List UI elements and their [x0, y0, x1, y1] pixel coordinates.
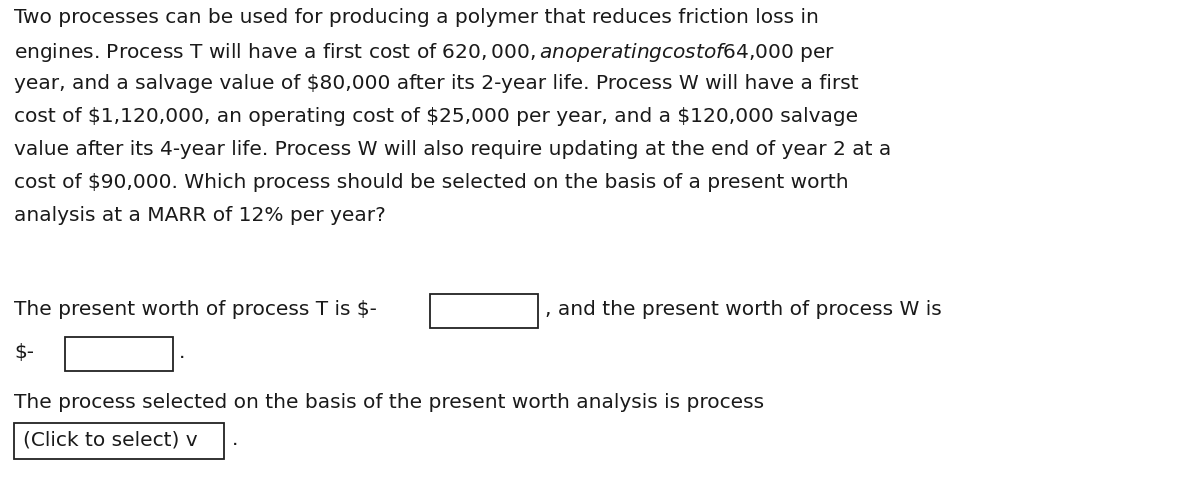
Text: engines. Process T will have a first cost of $620,000, an operating cost of $64,: engines. Process T will have a first cos… — [14, 41, 835, 64]
Text: cost of $1,120,000, an operating cost of $25,000 per year, and a $120,000 salvag: cost of $1,120,000, an operating cost of… — [14, 107, 858, 126]
Text: value after its 4-year life. Process W will also require updating at the end of : value after its 4-year life. Process W w… — [14, 140, 892, 159]
Text: The process selected on the basis of the present worth analysis is process: The process selected on the basis of the… — [14, 393, 764, 412]
Text: Two processes can be used for producing a polymer that reduces friction loss in: Two processes can be used for producing … — [14, 8, 820, 27]
Text: year, and a salvage value of $80,000 after its 2-year life. Process W will have : year, and a salvage value of $80,000 aft… — [14, 74, 859, 93]
FancyBboxPatch shape — [14, 423, 224, 460]
FancyBboxPatch shape — [430, 294, 538, 329]
Text: $-: $- — [14, 343, 35, 362]
Text: , and the present worth of process W is: , and the present worth of process W is — [545, 300, 942, 319]
Text: analysis at a MARR of 12% per year?: analysis at a MARR of 12% per year? — [14, 206, 386, 225]
Text: cost of $90,000. Which process should be selected on the basis of a present wort: cost of $90,000. Which process should be… — [14, 173, 850, 192]
Text: .: . — [179, 343, 185, 362]
Text: The present worth of process T is $-: The present worth of process T is $- — [14, 300, 377, 319]
Text: (Click to select) v: (Click to select) v — [23, 430, 198, 449]
Text: .: . — [232, 430, 238, 449]
FancyBboxPatch shape — [65, 337, 173, 371]
